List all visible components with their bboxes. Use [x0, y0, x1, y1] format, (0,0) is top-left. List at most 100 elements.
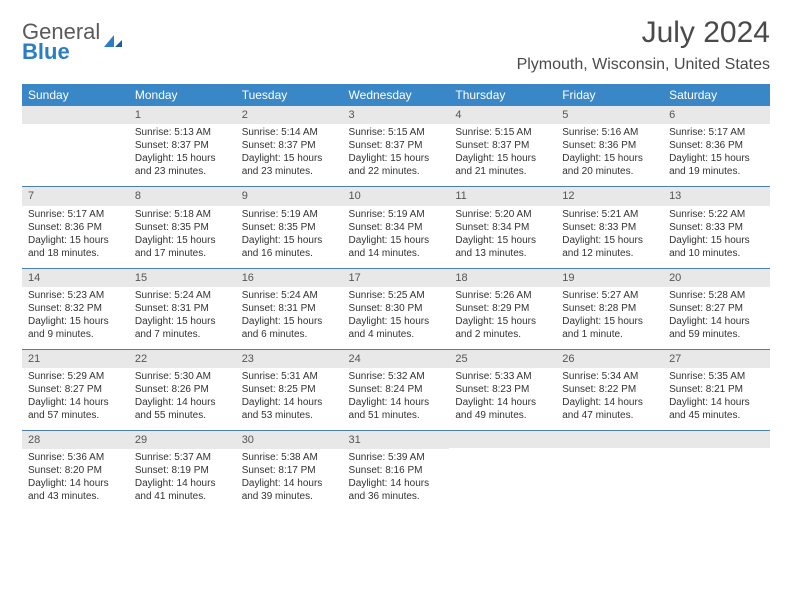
day-cell	[556, 430, 663, 511]
day-line-d1: Daylight: 15 hours	[349, 234, 444, 247]
day-line-d2: and 20 minutes.	[562, 165, 657, 178]
day-line-ss: Sunset: 8:33 PM	[562, 221, 657, 234]
day-line-d2: and 49 minutes.	[455, 409, 550, 422]
day-line-sr: Sunrise: 5:15 AM	[455, 126, 550, 139]
day-line-ss: Sunset: 8:17 PM	[242, 464, 337, 477]
daynum-bar: 22	[129, 349, 236, 368]
blank-daynum-bar	[663, 430, 770, 448]
day-line-d2: and 1 minute.	[562, 328, 657, 341]
day-line-d1: Daylight: 15 hours	[242, 315, 337, 328]
daybody: Sunrise: 5:13 AMSunset: 8:37 PMDaylight:…	[129, 124, 236, 186]
day-line-sr: Sunrise: 5:37 AM	[135, 451, 230, 464]
day-line-d1: Daylight: 15 hours	[455, 152, 550, 165]
day-cell: 8Sunrise: 5:18 AMSunset: 8:35 PMDaylight…	[129, 186, 236, 267]
day-line-sr: Sunrise: 5:16 AM	[562, 126, 657, 139]
day-line-sr: Sunrise: 5:15 AM	[349, 126, 444, 139]
day-header: Monday	[129, 84, 236, 106]
day-cell: 23Sunrise: 5:31 AMSunset: 8:25 PMDayligh…	[236, 349, 343, 430]
blank-daybody	[663, 448, 770, 510]
daynum-bar: 4	[449, 106, 556, 124]
day-line-d2: and 59 minutes.	[669, 328, 764, 341]
logo-word2: Blue	[22, 39, 70, 64]
day-line-d1: Daylight: 15 hours	[562, 315, 657, 328]
day-line-d2: and 9 minutes.	[28, 328, 123, 341]
day-line-sr: Sunrise: 5:25 AM	[349, 289, 444, 302]
day-line-d2: and 55 minutes.	[135, 409, 230, 422]
day-line-sr: Sunrise: 5:33 AM	[455, 370, 550, 383]
day-line-ss: Sunset: 8:25 PM	[242, 383, 337, 396]
daybody: Sunrise: 5:35 AMSunset: 8:21 PMDaylight:…	[663, 368, 770, 430]
day-cell: 12Sunrise: 5:21 AMSunset: 8:33 PMDayligh…	[556, 186, 663, 267]
month-title: July 2024	[517, 16, 770, 50]
day-line-ss: Sunset: 8:19 PM	[135, 464, 230, 477]
daybody: Sunrise: 5:15 AMSunset: 8:37 PMDaylight:…	[343, 124, 450, 186]
day-line-d2: and 36 minutes.	[349, 490, 444, 503]
daynum-bar: 9	[236, 186, 343, 205]
daybody: Sunrise: 5:38 AMSunset: 8:17 PMDaylight:…	[236, 449, 343, 511]
daynum-bar: 25	[449, 349, 556, 368]
day-line-ss: Sunset: 8:32 PM	[28, 302, 123, 315]
daynum-bar: 29	[129, 430, 236, 449]
daynum-bar: 14	[22, 268, 129, 287]
day-line-d1: Daylight: 14 hours	[562, 396, 657, 409]
daynum-bar: 6	[663, 106, 770, 124]
daybody: Sunrise: 5:19 AMSunset: 8:34 PMDaylight:…	[343, 206, 450, 268]
day-line-ss: Sunset: 8:27 PM	[28, 383, 123, 396]
day-line-sr: Sunrise: 5:35 AM	[669, 370, 764, 383]
day-line-d2: and 2 minutes.	[455, 328, 550, 341]
day-cell: 22Sunrise: 5:30 AMSunset: 8:26 PMDayligh…	[129, 349, 236, 430]
day-line-d2: and 18 minutes.	[28, 247, 123, 260]
week-row: 7Sunrise: 5:17 AMSunset: 8:36 PMDaylight…	[22, 186, 770, 267]
week-row: 28Sunrise: 5:36 AMSunset: 8:20 PMDayligh…	[22, 430, 770, 511]
day-line-d2: and 12 minutes.	[562, 247, 657, 260]
day-header: Thursday	[449, 84, 556, 106]
day-line-d2: and 57 minutes.	[28, 409, 123, 422]
day-cell: 4Sunrise: 5:15 AMSunset: 8:37 PMDaylight…	[449, 106, 556, 186]
daynum-bar: 1	[129, 106, 236, 124]
daynum-bar: 16	[236, 268, 343, 287]
daybody: Sunrise: 5:23 AMSunset: 8:32 PMDaylight:…	[22, 287, 129, 349]
blank-daybody	[449, 448, 556, 510]
day-line-sr: Sunrise: 5:19 AM	[242, 208, 337, 221]
day-cell: 26Sunrise: 5:34 AMSunset: 8:22 PMDayligh…	[556, 349, 663, 430]
day-line-d2: and 13 minutes.	[455, 247, 550, 260]
day-cell: 16Sunrise: 5:24 AMSunset: 8:31 PMDayligh…	[236, 268, 343, 349]
blank-daynum-bar	[449, 430, 556, 448]
day-line-d2: and 16 minutes.	[242, 247, 337, 260]
day-line-d1: Daylight: 14 hours	[28, 396, 123, 409]
day-cell: 5Sunrise: 5:16 AMSunset: 8:36 PMDaylight…	[556, 106, 663, 186]
day-line-ss: Sunset: 8:20 PM	[28, 464, 123, 477]
daybody: Sunrise: 5:17 AMSunset: 8:36 PMDaylight:…	[663, 124, 770, 186]
day-line-sr: Sunrise: 5:21 AM	[562, 208, 657, 221]
day-line-sr: Sunrise: 5:32 AM	[349, 370, 444, 383]
daynum-bar: 24	[343, 349, 450, 368]
blank-daynum-bar	[556, 430, 663, 448]
daybody: Sunrise: 5:24 AMSunset: 8:31 PMDaylight:…	[236, 287, 343, 349]
day-line-d1: Daylight: 15 hours	[669, 152, 764, 165]
day-line-ss: Sunset: 8:21 PM	[669, 383, 764, 396]
week-row: 21Sunrise: 5:29 AMSunset: 8:27 PMDayligh…	[22, 349, 770, 430]
daynum-bar: 7	[22, 186, 129, 205]
week-row: 14Sunrise: 5:23 AMSunset: 8:32 PMDayligh…	[22, 268, 770, 349]
day-cell: 20Sunrise: 5:28 AMSunset: 8:27 PMDayligh…	[663, 268, 770, 349]
location: Plymouth, Wisconsin, United States	[517, 56, 770, 74]
day-line-ss: Sunset: 8:36 PM	[669, 139, 764, 152]
week-row: 1Sunrise: 5:13 AMSunset: 8:37 PMDaylight…	[22, 106, 770, 186]
day-header: Wednesday	[343, 84, 450, 106]
daynum-bar: 20	[663, 268, 770, 287]
day-line-d1: Daylight: 15 hours	[28, 315, 123, 328]
daybody: Sunrise: 5:37 AMSunset: 8:19 PMDaylight:…	[129, 449, 236, 511]
daybody: Sunrise: 5:14 AMSunset: 8:37 PMDaylight:…	[236, 124, 343, 186]
day-cell: 31Sunrise: 5:39 AMSunset: 8:16 PMDayligh…	[343, 430, 450, 511]
logo-sail-icon	[102, 33, 124, 51]
day-line-ss: Sunset: 8:22 PM	[562, 383, 657, 396]
day-line-d2: and 14 minutes.	[349, 247, 444, 260]
day-line-sr: Sunrise: 5:27 AM	[562, 289, 657, 302]
day-line-d1: Daylight: 14 hours	[669, 396, 764, 409]
day-cell: 7Sunrise: 5:17 AMSunset: 8:36 PMDaylight…	[22, 186, 129, 267]
daynum-bar: 30	[236, 430, 343, 449]
title-block: July 2024 Plymouth, Wisconsin, United St…	[517, 16, 770, 74]
day-line-sr: Sunrise: 5:26 AM	[455, 289, 550, 302]
header: General Blue July 2024 Plymouth, Wiscons…	[22, 16, 770, 74]
day-line-d2: and 10 minutes.	[669, 247, 764, 260]
